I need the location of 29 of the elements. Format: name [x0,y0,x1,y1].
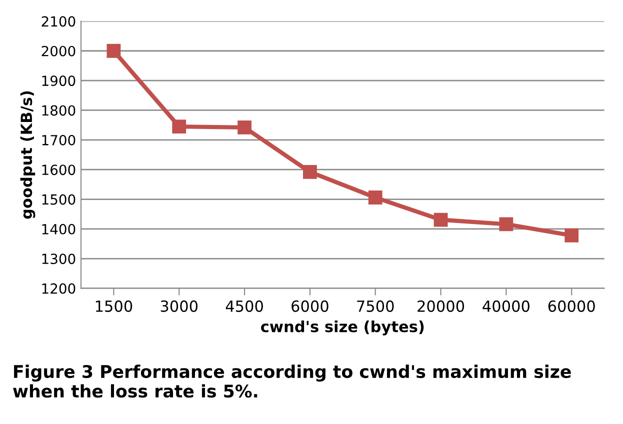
x-tick-label: 20000 [418,300,464,312]
x-axis-title: cwnd's size (bytes) [261,320,424,336]
y-tick-label: 1800 [42,105,76,116]
x-tick-label: 60000 [548,300,595,312]
x-tick-label: 1500 [96,300,132,312]
point [564,228,579,242]
x-tick-label: 3000 [160,300,198,312]
y-axis-title: goodput (KB/s) [20,91,36,219]
caption: Figure 3 Performance according to cwnd's maximum size when the loss rate is 5%. [13,364,571,398]
point [368,190,382,204]
point [238,120,252,134]
y-tick-label: 1700 [42,134,76,146]
y-tick-label: 1900 [42,76,76,86]
x-tick-label: 4500 [226,300,263,312]
x-tick-label: 7500 [357,300,394,312]
y-tick-label: 1200 [42,283,76,294]
point [106,44,121,58]
y-tick-label: 2100 [42,16,76,27]
point [172,120,186,134]
point [499,217,514,232]
x-tick-label: 40000 [482,300,530,312]
y-tick-label: 2000 [42,46,76,56]
y-tick-label: 1500 [42,194,76,205]
y-tick-label: 1600 [42,164,76,176]
point [303,165,317,179]
x-tick-label: 6000 [292,300,328,312]
y-tick-label: 1400 [42,224,76,234]
point [434,212,448,227]
y-tick-label: 1300 [42,254,76,264]
